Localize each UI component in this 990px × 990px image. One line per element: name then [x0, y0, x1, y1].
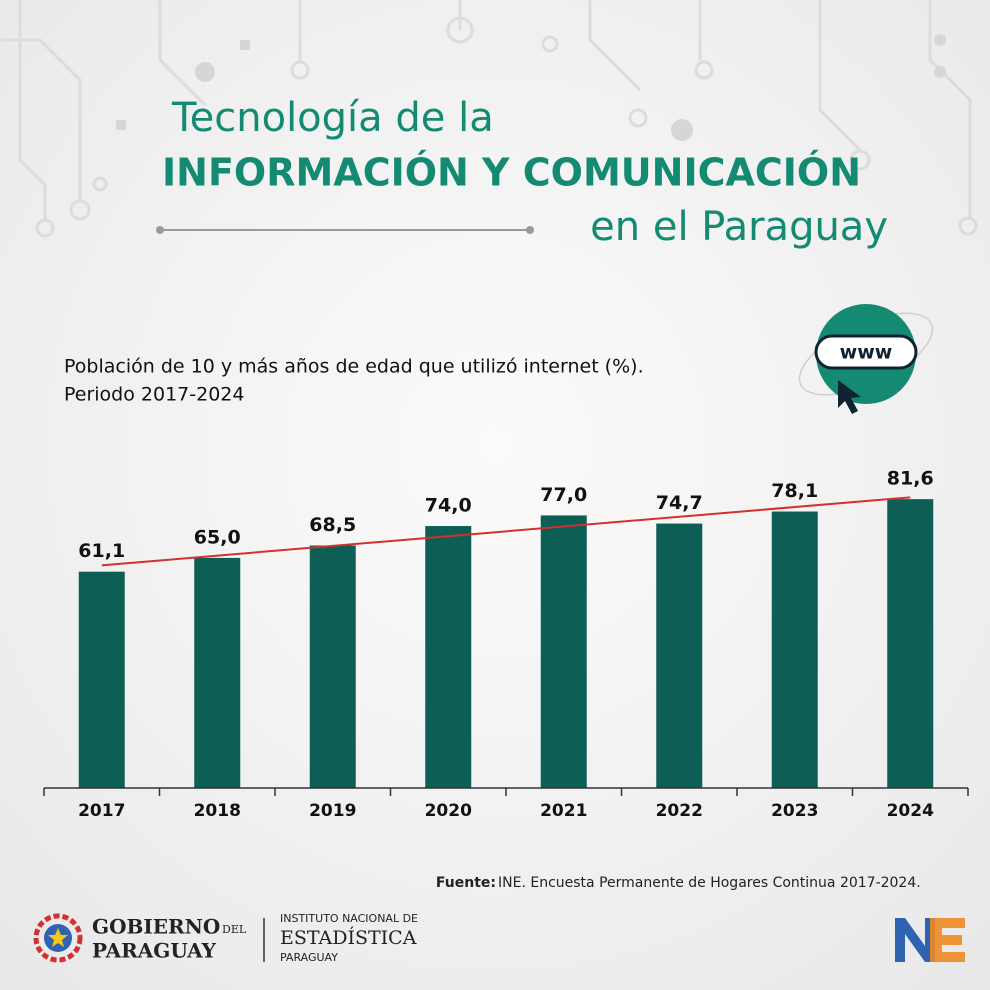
- value-label: 65,0: [194, 526, 241, 548]
- x-tick-label: 2018: [194, 801, 241, 821]
- bar: [425, 526, 472, 788]
- x-tick-label: 2021: [540, 801, 587, 821]
- value-label: 78,1: [771, 480, 818, 502]
- logo-text: DEL: [222, 923, 247, 936]
- x-tick-label: 2020: [425, 801, 472, 821]
- logo-text: PARAGUAY: [92, 939, 217, 963]
- value-label: 77,0: [540, 484, 587, 506]
- www-icon: www: [798, 304, 934, 414]
- subtitle: Periodo 2017-2024: [64, 384, 244, 406]
- x-tick-label: 2024: [887, 801, 934, 821]
- subtitle: Población de 10 y más años de edad que u…: [64, 356, 644, 378]
- circuit-decoration: [0, 0, 978, 238]
- value-label: 68,5: [309, 514, 356, 536]
- title-line: en el Paraguay: [590, 204, 888, 250]
- logo-text: PARAGUAY: [280, 951, 338, 964]
- logo-text: INSTITUTO NACIONAL DE: [280, 912, 418, 925]
- x-tick-label: 2023: [771, 801, 818, 821]
- x-tick-label: 2019: [309, 801, 356, 821]
- value-label: 81,6: [887, 468, 934, 490]
- title-line: INFORMACIÓN Y COMUNICACIÓN: [162, 151, 861, 195]
- source-label: Fuente:: [436, 875, 496, 891]
- x-tick-label: 2022: [656, 801, 703, 821]
- bar: [771, 511, 818, 788]
- bar: [540, 515, 587, 788]
- logo-text: ESTADÍSTICA: [280, 926, 417, 949]
- value-label: 61,1: [78, 540, 125, 562]
- value-label: 74,7: [656, 492, 703, 514]
- title-line: Tecnología de la: [171, 95, 494, 141]
- rule-dot: [526, 226, 534, 234]
- bar: [194, 557, 241, 788]
- gov-logo: GOBIERNO DEL PARAGUAY INSTITUTO NACIONAL…: [33, 912, 418, 964]
- icon-text: www: [840, 342, 893, 364]
- value-label: 74,0: [425, 495, 472, 517]
- rule-dot: [156, 226, 164, 234]
- trend-line: [101, 496, 911, 567]
- x-tick-label: 2017: [78, 801, 125, 821]
- bar: [78, 571, 125, 788]
- source: INE. Encuesta Permanente de Hogares Cont…: [498, 875, 921, 891]
- logo-text: GOBIERNO: [92, 915, 220, 939]
- bar: [656, 523, 703, 788]
- bar: [887, 499, 934, 788]
- bar: [309, 545, 356, 788]
- ine-logo: [895, 918, 965, 962]
